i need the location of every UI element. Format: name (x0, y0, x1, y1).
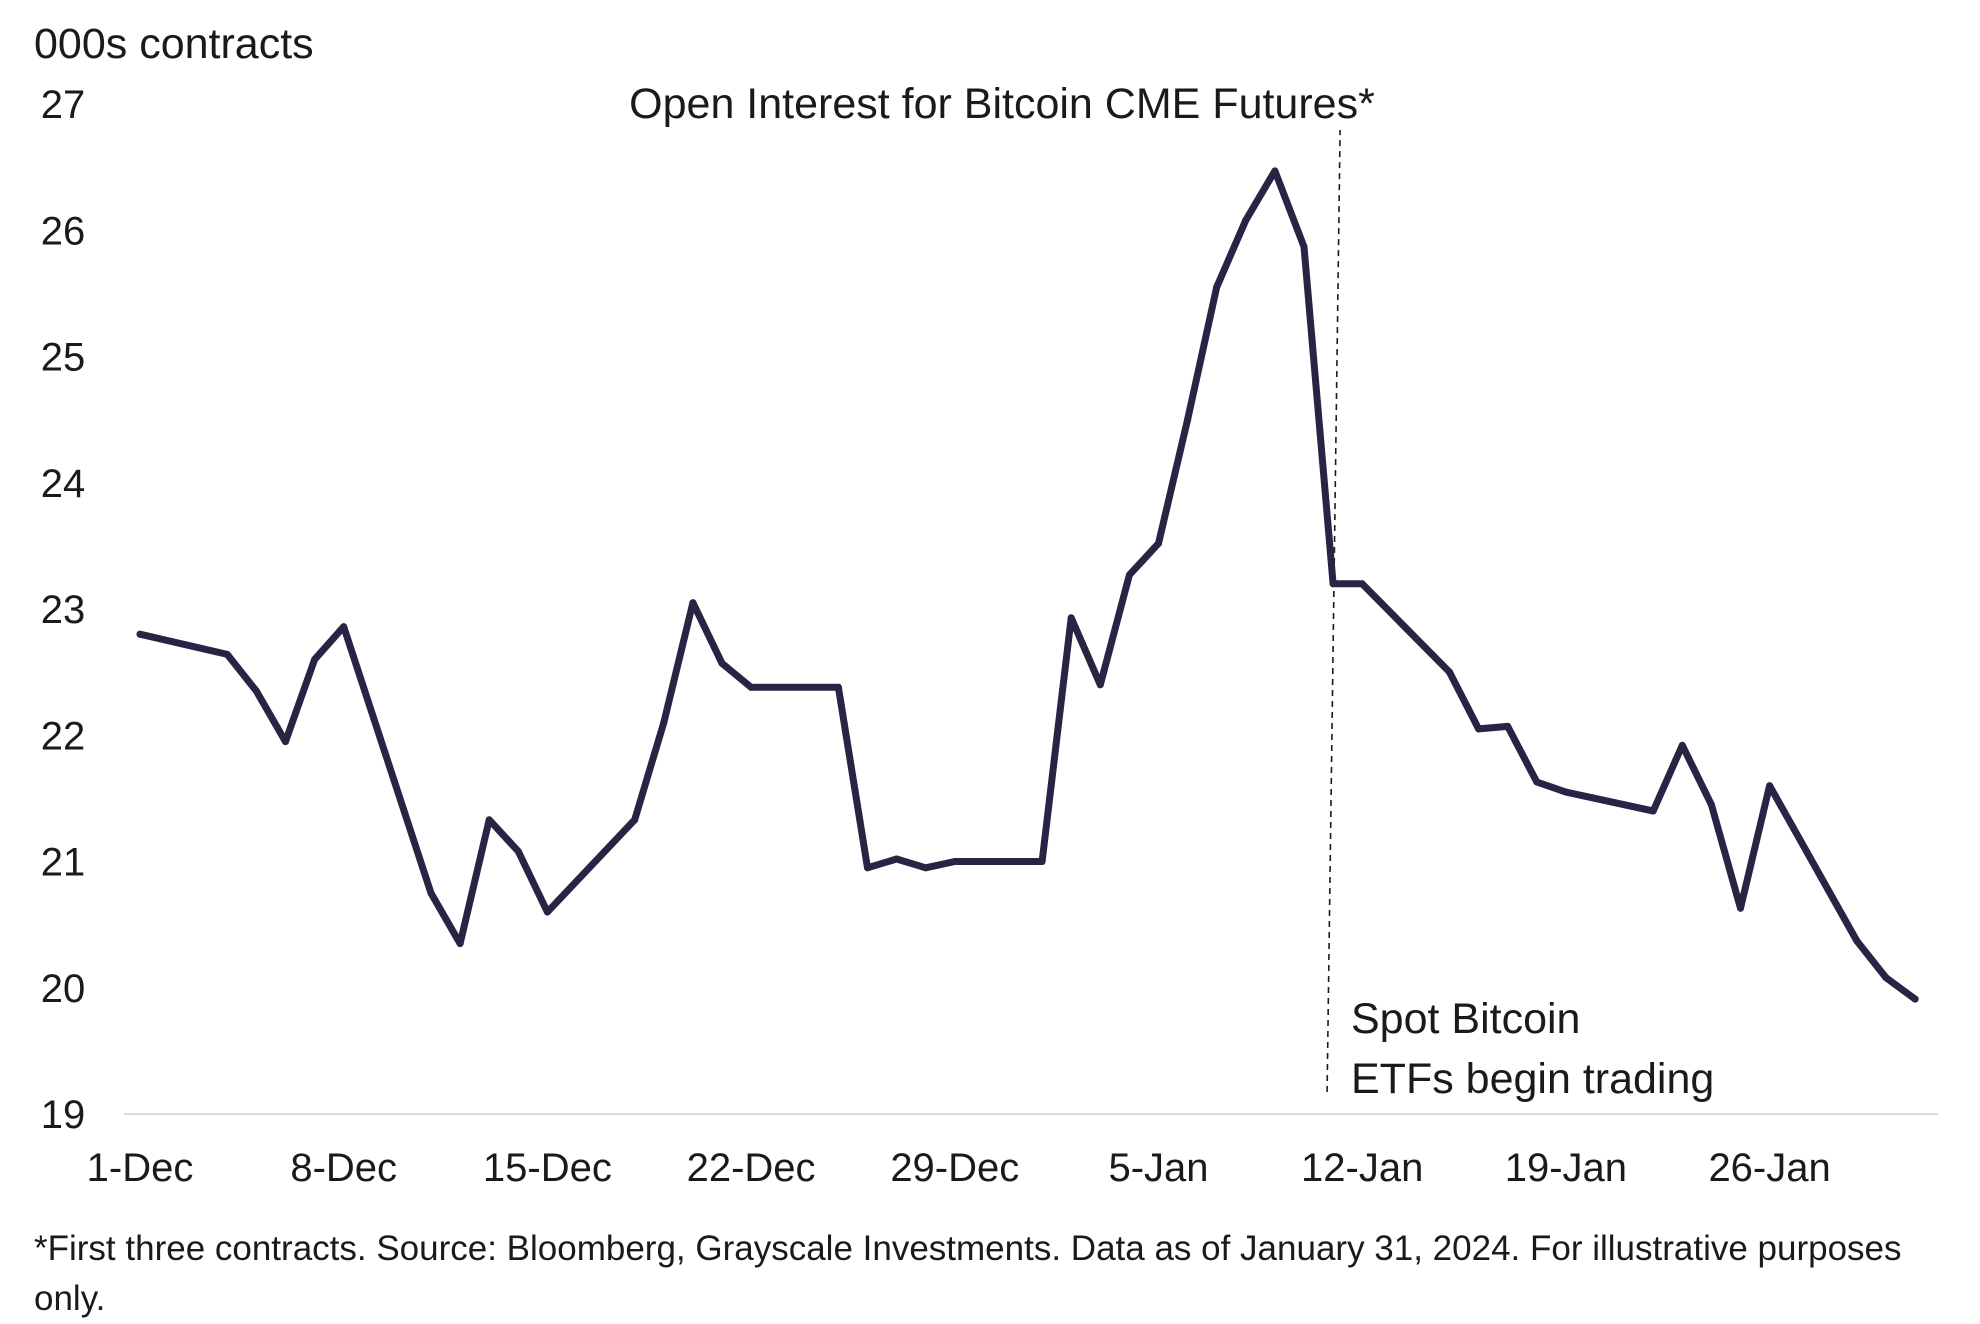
data-point (282, 738, 289, 746)
data-point (485, 816, 493, 824)
open-interest-line (136, 167, 1919, 1003)
y-tick-label: 25 (41, 336, 86, 380)
data-point (252, 687, 260, 695)
data-point (1649, 807, 1657, 815)
data-point (1242, 216, 1250, 224)
data-point (834, 683, 842, 691)
data-point (631, 816, 639, 824)
x-tick-label: 26-Jan (1708, 1146, 1830, 1190)
footnote: *First three contracts. Source: Bloomber… (34, 1229, 1902, 1318)
data-point (951, 858, 959, 865)
data-point (311, 656, 319, 663)
data-point (1766, 782, 1774, 790)
data-point (543, 908, 551, 916)
x-tick-label: 19-Jan (1505, 1146, 1627, 1190)
data-point (747, 683, 755, 691)
data-point (1504, 722, 1512, 730)
data-point (1475, 725, 1483, 733)
x-tick-label: 12-Jan (1301, 1146, 1423, 1190)
data-point (1853, 937, 1861, 945)
y-tick-label: 26 (41, 209, 86, 253)
data-point (1213, 283, 1221, 291)
data-point (1300, 243, 1308, 251)
data-point (1707, 801, 1715, 809)
chart-title: Open Interest for Bitcoin CME Futures* (629, 80, 1375, 128)
data-point (689, 599, 697, 607)
x-tick-label: 22-Dec (687, 1146, 816, 1190)
data-point (1678, 741, 1686, 749)
data-point (1911, 995, 1919, 1003)
y-tick-label: 23 (41, 588, 86, 632)
y-tick-label: 22 (41, 714, 86, 758)
etf-annotation-line-2: ETFs begin trading (1351, 1055, 1714, 1103)
y-tick-label: 24 (41, 462, 86, 506)
data-point (864, 864, 871, 872)
data-point (1038, 858, 1046, 865)
data-point (1358, 580, 1366, 588)
data-point (1271, 167, 1279, 175)
data-point (427, 889, 435, 897)
etf-launch-marker-line (1326, 129, 1341, 1093)
data-point (1125, 571, 1133, 579)
y-tick-labels: 19 20 21 22 23 24 25 26 27 (41, 83, 86, 1137)
x-tick-label: 1-Dec (87, 1146, 194, 1190)
y-tick-label: 19 (41, 1093, 86, 1137)
data-point (1533, 778, 1541, 786)
data-point (1446, 668, 1453, 676)
data-points (136, 167, 1919, 1003)
data-point (660, 719, 668, 727)
data-point (1067, 614, 1075, 622)
etf-annotation-line-1: Spot Bitcoin (1351, 995, 1580, 1043)
y-tick-label: 21 (41, 841, 86, 885)
x-tick-labels: 1-Dec 8-Dec 15-Dec 22-Dec 29-Dec 5-Jan 12-Jan 1… (87, 1146, 1831, 1190)
data-point (922, 864, 930, 872)
y-tick-label: 27 (41, 83, 86, 127)
x-tick-label: 15-Dec (483, 1146, 612, 1190)
data-point (340, 623, 348, 631)
data-point (1882, 974, 1890, 982)
data-point (1184, 416, 1192, 424)
data-point (1329, 580, 1337, 588)
data-point (514, 847, 522, 855)
x-tick-label: 5-Jan (1108, 1146, 1208, 1190)
data-point (1562, 788, 1570, 796)
data-point (1096, 681, 1104, 689)
x-tick-label: 8-Dec (290, 1146, 397, 1190)
data-point (893, 855, 901, 863)
data-point (1155, 539, 1162, 547)
data-point (223, 650, 231, 658)
data-point (1737, 904, 1744, 912)
data-point (718, 659, 726, 667)
y-tick-label: 20 (41, 967, 86, 1011)
data-point (136, 630, 144, 638)
x-tick-label: 29-Dec (890, 1146, 1019, 1190)
data-point (456, 940, 464, 948)
y-axis-label: 000s contracts (34, 20, 314, 68)
